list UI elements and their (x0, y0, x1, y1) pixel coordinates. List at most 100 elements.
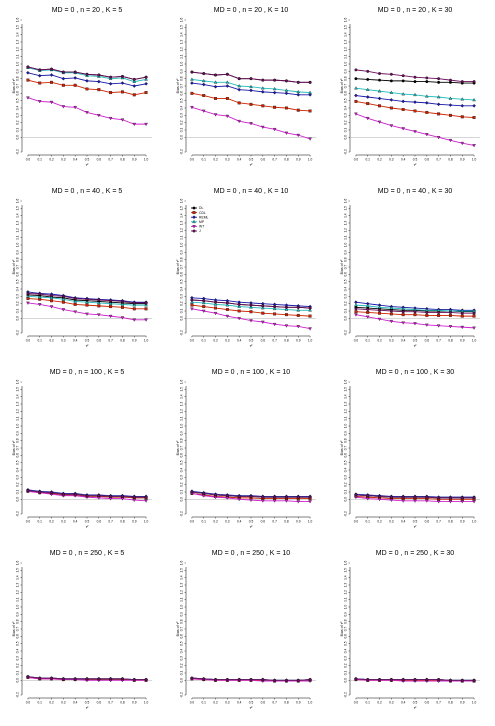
x-tick-label: 0.6 (97, 520, 102, 524)
data-point-j (354, 677, 358, 681)
data-point-mp (37, 295, 42, 299)
x-tick-label: 0.0 (190, 158, 195, 162)
data-point-mp (249, 305, 253, 309)
data-point-reml (425, 101, 429, 105)
x-tick-label: 0.0 (354, 520, 359, 524)
data-point-wt (61, 105, 66, 109)
data-point-j (132, 77, 136, 81)
data-point-mp (261, 86, 265, 90)
x-tick-label: 0.0 (354, 158, 359, 162)
y-tick-label: 0.6 (180, 634, 184, 639)
data-point-reml (436, 102, 441, 107)
y-tick-label: 1.6 (344, 18, 348, 23)
data-point-wt (237, 119, 241, 124)
data-point-cdl (109, 305, 113, 309)
y-axis-label: Bias of τ² (340, 78, 344, 93)
data-point-j (121, 75, 124, 78)
data-point-j (38, 490, 42, 494)
data-point-j (237, 302, 241, 306)
data-point-j (144, 301, 148, 305)
x-tick-label: 0.1 (202, 701, 207, 705)
y-tick-label: 1.2 (344, 47, 348, 52)
y-tick-label: 0.8 (180, 257, 184, 262)
data-point-j (425, 495, 429, 499)
data-point-mp (261, 306, 265, 310)
x-tick-label: 0.3 (61, 520, 66, 524)
x-tick-label: 0.0 (190, 520, 195, 524)
x-tick-label: 0.7 (272, 701, 277, 705)
data-point-wt (201, 309, 206, 313)
data-point-reml (190, 81, 194, 85)
data-point-reml (26, 70, 30, 75)
y-tick-label: 0.5 (180, 279, 184, 284)
data-point-j (73, 677, 77, 681)
data-point-j (296, 495, 300, 499)
data-point-j (472, 678, 476, 682)
x-tick-label: 0.6 (261, 339, 266, 343)
data-point-j (61, 677, 65, 681)
y-tick-label: 1.4 (180, 394, 184, 399)
data-point-dl (354, 77, 358, 81)
x-tick-label: 0.4 (237, 520, 242, 524)
y-tick-label: 1.3 (344, 221, 348, 226)
x-tick-label: 0.8 (120, 520, 125, 524)
legend-marker-reml (192, 215, 196, 220)
x-tick-label: 0.9 (296, 339, 301, 343)
data-point-j (132, 678, 136, 682)
x-tick-label: 0.3 (389, 701, 394, 705)
data-point-cdl (460, 115, 464, 119)
y-tick-label: 0.6 (16, 453, 20, 458)
y-tick-label: 0.3 (344, 475, 348, 480)
x-tick-label: 0.4 (73, 339, 78, 343)
data-point-wt (425, 323, 429, 327)
y-tick-label: 0.8 (16, 619, 20, 624)
series-reml (190, 81, 312, 97)
x-tick-label: 0.9 (460, 701, 465, 705)
data-point-wt (120, 118, 125, 122)
series-wt (26, 301, 148, 322)
data-point-reml (377, 96, 382, 101)
y-tick-label: 0.3 (344, 656, 348, 661)
data-point-j (285, 79, 288, 83)
data-point-wt (26, 301, 30, 305)
x-tick-label: 0.2 (377, 158, 382, 162)
data-point-j (202, 677, 206, 681)
y-tick-label: 0.2 (180, 482, 184, 487)
y-tick-label: 0.1 (180, 490, 184, 495)
series-cdl (354, 310, 476, 318)
y-tick-label: 1.5 (180, 387, 184, 392)
x-tick-label: 1.0 (144, 520, 149, 524)
data-point-cdl (449, 313, 452, 317)
series-cdl (26, 297, 148, 311)
data-point-j (472, 311, 476, 315)
y-tick-label: 1.0 (344, 62, 348, 67)
data-point-j (214, 300, 217, 304)
data-point-wt (472, 326, 476, 330)
y-tick-label: 1.0 (180, 62, 184, 67)
y-tick-label: 1.1 (344, 416, 348, 421)
data-point-j (202, 299, 206, 303)
x-tick-label: 0.6 (425, 701, 430, 705)
x-tick-label: 0.2 (377, 520, 382, 524)
data-point-wt (85, 312, 89, 316)
y-axis-label: Bias of τ² (12, 259, 16, 274)
x-tick-label: 0.1 (202, 158, 207, 162)
x-tick-label: 0.0 (26, 520, 31, 524)
panel-title: MD = 0 , n = 100 , K = 30 (376, 369, 455, 376)
data-point-j (38, 292, 42, 296)
series-j (354, 68, 476, 84)
data-point-mp (389, 90, 394, 94)
data-point-mp (425, 94, 429, 98)
data-point-reml (354, 93, 358, 98)
series-j (354, 493, 476, 500)
data-point-j (437, 496, 441, 500)
data-point-mp (108, 301, 113, 305)
data-point-wt (272, 128, 277, 132)
data-point-mp (365, 303, 370, 308)
data-point-j (437, 678, 441, 682)
data-point-reml (296, 92, 301, 97)
series-j (26, 291, 148, 305)
y-tick-label: 0.4 (344, 649, 348, 654)
y-tick-label: 0.7 (16, 265, 20, 270)
data-point-j (109, 299, 113, 303)
